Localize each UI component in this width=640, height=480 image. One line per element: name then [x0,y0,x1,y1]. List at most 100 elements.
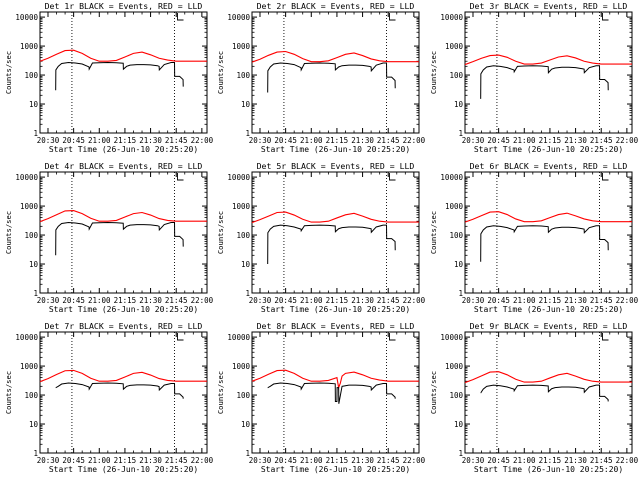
x-tick-label: 20:30 [462,456,485,465]
series-line-events [55,382,184,399]
y-tick-label: 100 [236,391,250,400]
y-axis-label: Counts/sec [429,211,438,254]
x-tick-label: 21:15 [539,296,562,305]
y-tick-label: 10 [241,260,251,269]
plot-frame [251,11,420,134]
series-line-events [267,224,396,265]
chart-title: Det 2r BLACK = Events, RED = LLD [257,1,415,11]
x-tick-label: 20:30 [249,296,272,305]
y-tick-label: 10 [454,100,464,109]
y-tick-label: 100 [236,71,250,80]
y-tick-label: 1000 [20,42,39,51]
y-tick-label: 100 [24,391,38,400]
x-tick-label: 21:30 [139,456,162,465]
x-tick-label: 20:45 [487,296,510,305]
x-tick-label: 22:00 [616,296,639,305]
plot-frame [251,331,420,454]
interval-bracket [177,173,184,181]
y-tick-label: 10000 [15,173,38,182]
y-axis-label: Counts/sec [4,371,13,414]
series-line-events [267,62,396,93]
x-tick-label: 21:45 [377,296,400,305]
y-tick-label: 100 [449,71,463,80]
x-tick-label: 21:15 [326,136,349,145]
x-tick-label: 21:30 [564,136,587,145]
x-tick-label: 21:45 [377,456,400,465]
series-line-events [55,222,184,256]
y-tick-label: 10000 [227,333,250,342]
x-tick-label: 20:30 [462,136,485,145]
x-tick-label: 21:30 [564,456,587,465]
chart-panel-8: Det 8r BLACK = Events, RED = LLD 1 10 100 10… [216,321,426,474]
x-tick-label: 20:30 [462,296,485,305]
y-tick-label: 1000 [20,202,39,211]
x-tick-label: 21:45 [165,136,188,145]
y-tick-label: 10000 [227,173,250,182]
plot-frame [39,331,208,454]
y-tick-label: 1 [458,129,463,138]
x-tick-label: 21:30 [139,136,162,145]
series-line-events [480,225,609,262]
plot-frame [464,11,633,134]
x-tick-label: 21:15 [539,456,562,465]
y-tick-label: 10 [29,420,39,429]
x-tick-label: 22:00 [191,296,214,305]
x-tick-label: 21:00 [513,136,536,145]
x-tick-label: 20:30 [249,136,272,145]
x-tick-label: 21:00 [88,456,111,465]
y-tick-label: 1 [458,289,463,298]
interval-bracket [389,13,396,21]
x-tick-label: 20:30 [37,456,60,465]
x-tick-label: 20:30 [249,456,272,465]
series-line-events [55,62,184,91]
y-axis-label: Counts/sec [216,371,225,414]
y-tick-label: 10000 [227,13,250,22]
x-axis-label: Start Time (26-Jun-10 20:25:20) [49,465,198,474]
y-axis-label: Counts/sec [429,371,438,414]
x-tick-label: 21:15 [326,296,349,305]
interval-bracket [389,333,396,341]
chart-title: Det 5r BLACK = Events, RED = LLD [257,161,415,171]
series-line-lld [464,371,632,384]
y-tick-label: 10000 [15,13,38,22]
x-tick-label: 21:45 [590,296,613,305]
y-axis-label: Counts/sec [216,51,225,94]
interval-bracket [177,333,184,341]
x-tick-label: 20:45 [62,296,85,305]
interval-bracket [602,333,609,341]
y-axis-label: Counts/sec [429,51,438,94]
interval-bracket [602,13,609,21]
series-line-lld [39,210,207,223]
series-line-events [480,65,609,99]
y-tick-label: 1 [245,289,250,298]
y-tick-label: 10000 [440,173,463,182]
series-line-lld [464,54,632,66]
series-line-lld [464,211,632,223]
x-tick-label: 21:15 [114,296,137,305]
y-tick-label: 1 [458,449,463,458]
x-tick-label: 21:00 [300,296,323,305]
chart-title: Det 7r BLACK = Events, RED = LLD [45,321,203,331]
y-tick-label: 1 [33,129,38,138]
chart-panel-3: Det 3r BLACK = Events, RED = LLD 1 10 100 10… [429,1,639,154]
x-axis-label: Start Time (26-Jun-10 20:25:20) [261,305,410,314]
y-tick-label: 1 [33,289,38,298]
chart-title: Det 6r BLACK = Events, RED = LLD [470,161,628,171]
x-axis-label: Start Time (26-Jun-10 20:25:20) [474,465,623,474]
series-line-lld [39,369,207,383]
interval-bracket [602,173,609,181]
x-tick-label: 22:00 [403,296,426,305]
y-tick-label: 1000 [232,42,251,51]
y-tick-label: 1 [33,449,38,458]
y-tick-label: 10 [241,100,251,109]
chart-title: Det 3r BLACK = Events, RED = LLD [470,1,628,11]
x-tick-label: 21:00 [300,456,323,465]
y-tick-label: 100 [236,231,250,240]
x-tick-label: 22:00 [403,456,426,465]
y-tick-label: 10 [29,260,39,269]
x-tick-label: 21:00 [300,136,323,145]
x-tick-label: 20:45 [487,456,510,465]
x-tick-label: 21:30 [564,296,587,305]
series-line-lld [251,50,419,63]
